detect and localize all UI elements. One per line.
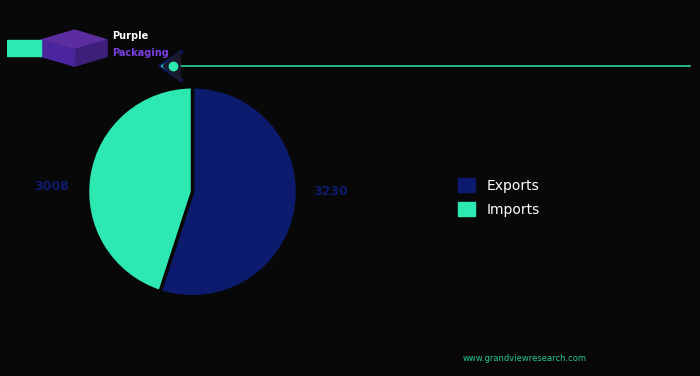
Wedge shape [160,87,298,297]
Polygon shape [41,40,75,66]
Text: Purple: Purple [112,31,148,41]
Polygon shape [163,51,180,81]
Polygon shape [41,30,107,50]
Text: 3230: 3230 [314,185,348,198]
Text: 3008: 3008 [34,180,69,193]
Text: Packaging: Packaging [112,48,169,58]
Polygon shape [75,40,107,66]
Bar [7,40,41,56]
Text: www.grandviewresearch.com: www.grandviewresearch.com [463,354,587,363]
Wedge shape [88,87,192,292]
Legend: Exports, Imports: Exports, Imports [452,171,547,224]
